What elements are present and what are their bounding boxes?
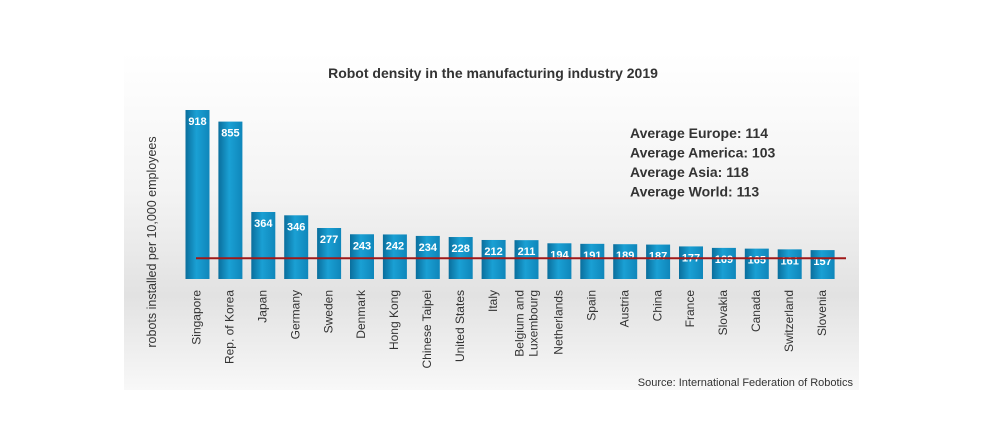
bar-18: [777, 249, 802, 279]
bar-16: [711, 247, 736, 279]
chart-frame: [124, 53, 859, 390]
value-label-18: 161: [781, 255, 799, 267]
value-label-13: 189: [616, 250, 634, 262]
source-note: Source: International Federation of Robo…: [638, 377, 854, 389]
category-label-12: Spain: [584, 290, 598, 321]
value-label-2: 364: [254, 218, 273, 230]
bar-10: [514, 240, 539, 279]
category-label-6: Hong Kong: [387, 290, 401, 350]
value-label-10: 211: [518, 246, 536, 258]
value-label-9: 212: [484, 246, 502, 258]
bar-5: [350, 234, 374, 279]
y-axis-label: robots installed per 10,000 employees: [145, 136, 159, 347]
annotation-2: Average Asia: 118: [630, 164, 749, 180]
category-label-16: Slovakia: [716, 290, 730, 336]
value-label-3: 346: [287, 221, 305, 233]
bars-group: [185, 110, 835, 279]
bar-4: [317, 228, 342, 279]
category-label-3: Germany: [288, 290, 302, 339]
bar-3: [284, 215, 309, 279]
value-label-4: 277: [320, 234, 338, 246]
bar-1: [218, 121, 243, 279]
value-label-5: 243: [353, 240, 371, 252]
bar-6: [382, 234, 407, 279]
annotation-3: Average World: 113: [630, 184, 759, 200]
bar-14: [646, 244, 671, 279]
value-labels-group: 918 855 364 346 277 243 242 234 228 212 211 194 191 1…: [188, 116, 831, 268]
annotation-1: Average America: 103: [630, 145, 775, 161]
bar-13: [613, 244, 638, 279]
bar-2: [251, 211, 276, 279]
value-label-16: 169: [715, 254, 733, 266]
category-labels-group: Singapore Rep. of Korea Japan Germany Sweden…: [190, 289, 829, 368]
category-label-19: Slovenia: [815, 290, 829, 336]
value-label-17: 165: [748, 255, 766, 267]
bar-15: [679, 246, 703, 279]
bar-0: [185, 110, 210, 279]
bar-9: [481, 239, 506, 279]
category-label-18: Switzerland: [782, 290, 796, 352]
bar-11: [547, 243, 572, 279]
category-label-2: Japan: [255, 290, 269, 323]
category-label-13: Austria: [617, 290, 631, 328]
annotation-0: Average Europe: 114: [630, 125, 768, 141]
category-label-8: United States: [453, 290, 467, 362]
category-label-4: Sweden: [321, 290, 335, 333]
category-label-14: China: [650, 290, 664, 322]
category-label-0: Singapore: [190, 290, 204, 345]
value-label-6: 242: [386, 240, 404, 252]
category-label-17: Canada: [749, 290, 763, 332]
value-label-12: 191: [583, 250, 601, 262]
category-label-10: Belgium andLuxembourg: [513, 290, 541, 357]
category-label-1: Rep. of Korea: [223, 290, 237, 364]
category-label-5: Denmark: [354, 289, 368, 339]
category-label-15: France: [683, 290, 697, 328]
category-label-9: Italy: [486, 290, 500, 312]
value-label-14: 187: [649, 251, 667, 263]
value-label-7: 234: [419, 242, 438, 254]
bar-12: [580, 243, 605, 279]
bar-19: [810, 250, 835, 279]
value-label-11: 194: [550, 249, 569, 261]
category-label-11: Netherlands: [552, 290, 566, 355]
value-label-0: 918: [188, 116, 206, 128]
value-label-1: 855: [221, 128, 239, 140]
category-label-7: Chinese Taipei: [420, 290, 434, 369]
value-label-8: 228: [452, 243, 470, 255]
bar-17: [744, 248, 769, 279]
chart-title: Robot density in the manufacturing indus…: [328, 65, 658, 81]
annotations-group: Average Europe: 114 Average America: 103 A…: [630, 125, 775, 200]
